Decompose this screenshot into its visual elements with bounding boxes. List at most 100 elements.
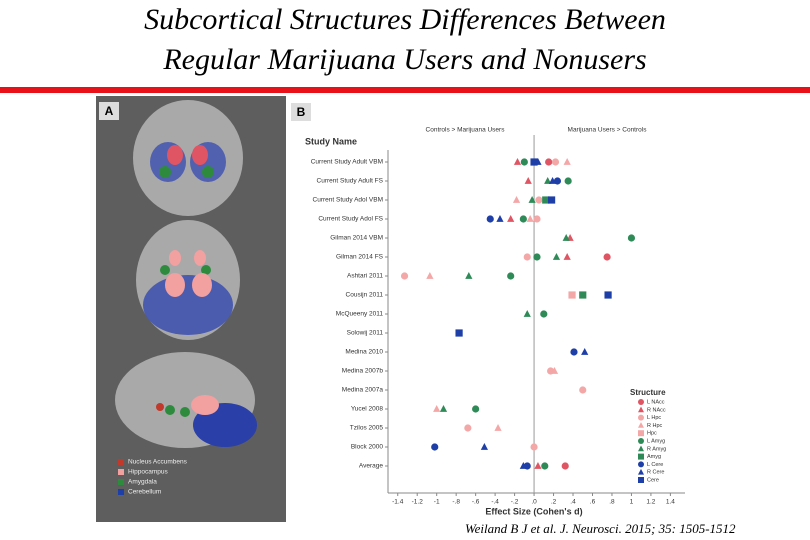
legend-label: R Cere bbox=[647, 470, 664, 476]
legend-marker bbox=[638, 453, 644, 460]
x-tick-label: -.6 bbox=[472, 499, 480, 506]
legend-marker bbox=[638, 461, 644, 468]
legend-title: Structure bbox=[630, 388, 666, 397]
point bbox=[547, 196, 556, 204]
point bbox=[562, 234, 570, 241]
y-tick-label: Cousijn 2011 bbox=[346, 292, 384, 299]
x-tick-label: -.8 bbox=[452, 499, 460, 506]
point bbox=[530, 158, 538, 166]
legend-label: Amyg bbox=[647, 454, 661, 460]
point bbox=[561, 462, 569, 470]
y-tick-label: Gilman 2014 VBM bbox=[330, 235, 383, 242]
y-tick-label: Yucel 2008 bbox=[351, 406, 384, 413]
legend-label: Hpc bbox=[647, 431, 657, 437]
point bbox=[535, 196, 543, 204]
panel-b bbox=[289, 96, 690, 522]
point bbox=[570, 348, 578, 356]
legend-label: Nucleus Accumbens bbox=[128, 459, 188, 466]
legend-label: L Amyg bbox=[647, 438, 665, 444]
point bbox=[526, 215, 534, 222]
x-tick-label: .4 bbox=[570, 499, 576, 506]
point bbox=[604, 291, 612, 299]
point bbox=[627, 234, 636, 242]
citation: Weiland B J et al. J. Neurosci. 2015; 35… bbox=[465, 521, 736, 536]
legend-label: L Hpc bbox=[647, 415, 661, 421]
legend-marker bbox=[638, 438, 644, 444]
x-tick-label: 1 bbox=[630, 499, 634, 506]
point bbox=[433, 405, 441, 412]
point bbox=[548, 177, 557, 184]
y-tick-label: Solowij 2011 bbox=[347, 330, 384, 337]
point bbox=[530, 443, 538, 451]
brain-image bbox=[115, 100, 257, 448]
legend-swatch bbox=[118, 459, 124, 465]
y-tick-label: Current Study Adol VBM bbox=[313, 197, 383, 204]
point bbox=[431, 443, 439, 451]
title-line: Subcortical Structures Differences Betwe… bbox=[144, 3, 666, 36]
x-tick-label: -.2 bbox=[511, 499, 519, 506]
point bbox=[480, 443, 489, 450]
annotation: Controls > Marijuana Users bbox=[426, 127, 506, 134]
x-tick-label: 1.4 bbox=[666, 499, 675, 506]
point bbox=[507, 272, 515, 280]
point bbox=[579, 291, 587, 299]
point bbox=[541, 462, 549, 470]
y-tick-label: Current Study Adult FS bbox=[317, 178, 384, 185]
legend-label: Hippocampus bbox=[128, 469, 168, 476]
y-tick-label: Block 2000 bbox=[351, 444, 384, 451]
panel-a-legend: Nucleus Accumbens Hippocampus Amygdala Cere… bbox=[118, 459, 188, 496]
title-line: Regular Marijuana Users and Nonusers bbox=[162, 43, 646, 76]
y-tick-label: Average bbox=[359, 463, 383, 470]
point bbox=[472, 405, 480, 413]
legend-swatch bbox=[118, 479, 124, 485]
point bbox=[455, 329, 463, 337]
point bbox=[519, 462, 527, 469]
point bbox=[533, 253, 541, 261]
point bbox=[544, 177, 552, 184]
point bbox=[533, 215, 541, 223]
point bbox=[513, 158, 522, 165]
y-tick-label: Ashtari 2011 bbox=[347, 273, 383, 280]
legend-label: L NAcc bbox=[647, 399, 665, 405]
point bbox=[581, 348, 589, 355]
point bbox=[439, 405, 448, 412]
y-tick-label: Current Study Adol FS bbox=[318, 216, 383, 223]
legend-label: R Hpc bbox=[647, 423, 663, 429]
point bbox=[426, 272, 434, 279]
y-tick-label: Gilman 2014 FS bbox=[336, 254, 384, 261]
point bbox=[523, 253, 531, 261]
point bbox=[550, 367, 559, 374]
x-axis-title: Effect Size (Cohen's d) bbox=[485, 506, 582, 516]
x-tick-label: .2 bbox=[551, 499, 557, 506]
x-tick-label: -1.4 bbox=[392, 499, 404, 506]
title-rule bbox=[0, 87, 810, 93]
point bbox=[494, 424, 502, 431]
legend-marker bbox=[638, 477, 644, 483]
legend-swatch bbox=[118, 489, 124, 495]
panel-label-box bbox=[99, 102, 119, 120]
point bbox=[512, 196, 521, 203]
point bbox=[400, 272, 409, 280]
point bbox=[552, 253, 561, 260]
y-tick-label: Tzilos 2005 bbox=[350, 425, 384, 432]
point bbox=[524, 177, 532, 184]
panel-label-box bbox=[291, 103, 311, 121]
x-tick-label: .0 bbox=[531, 499, 537, 506]
point bbox=[486, 215, 494, 223]
legend-label: Cerebellum bbox=[128, 489, 161, 496]
y-tick-label: Medina 2007a bbox=[342, 387, 384, 394]
point bbox=[568, 291, 576, 299]
point bbox=[553, 177, 562, 185]
point bbox=[579, 386, 587, 394]
x-tick-label: -.4 bbox=[491, 499, 499, 506]
legend-label: L Cere bbox=[647, 462, 663, 468]
point bbox=[563, 158, 571, 165]
legend-swatch bbox=[118, 469, 124, 475]
point bbox=[603, 253, 611, 261]
y-header: Study Name bbox=[305, 136, 357, 146]
legend-label: R Amyg bbox=[647, 446, 666, 452]
point bbox=[534, 462, 542, 469]
y-tick-label: Current Study Adult VBM bbox=[311, 159, 383, 166]
